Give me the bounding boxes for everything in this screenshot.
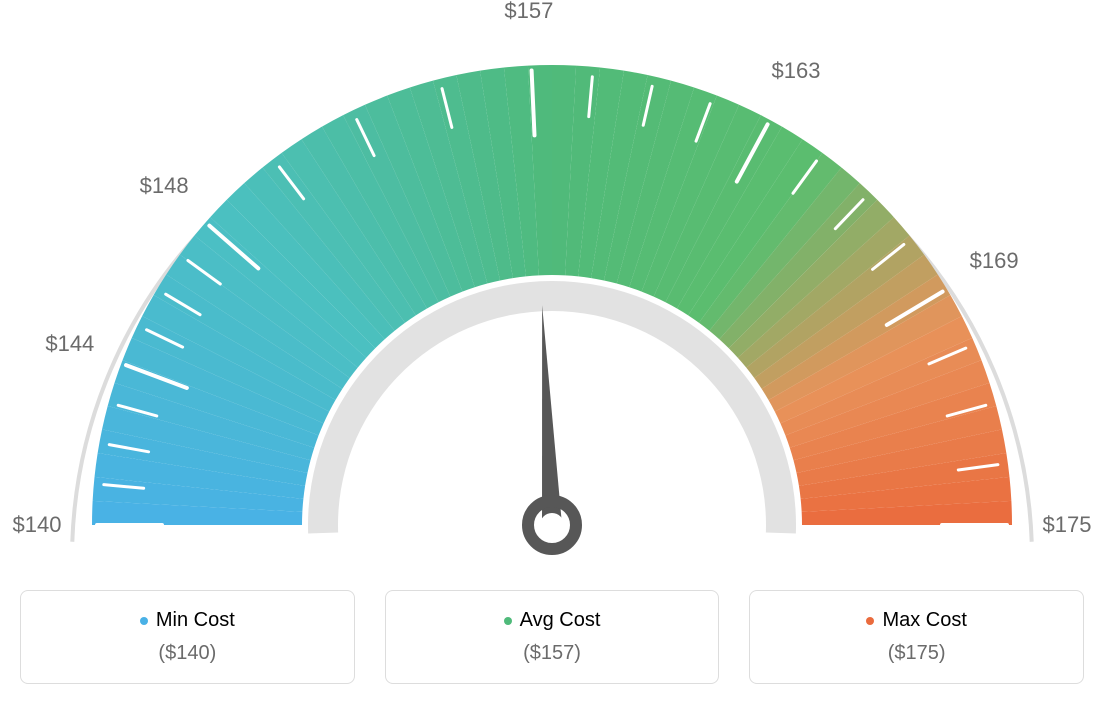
gauge-tick-label: $144: [45, 331, 94, 357]
gauge-tick-label: $157: [504, 0, 553, 24]
legend-dot-max: [866, 617, 874, 625]
gauge-tick-label: $163: [772, 58, 821, 84]
legend-value-max: ($175): [760, 642, 1073, 665]
gauge-tick-label: $148: [140, 173, 189, 199]
legend-value-min: ($140): [31, 642, 344, 665]
gauge-chart: $140$144$148$157$163$169$175: [20, 20, 1084, 580]
gauge-tick-label: $169: [970, 248, 1019, 274]
gauge-svg: [20, 20, 1084, 580]
gauge-tick-label: $140: [13, 512, 62, 538]
legend-label-max: Max Cost: [882, 609, 966, 632]
legend-label-min: Min Cost: [156, 609, 235, 632]
legend-dot-avg: [504, 617, 512, 625]
legend-value-avg: ($157): [396, 642, 709, 665]
legend-card-min: Min Cost ($140): [20, 590, 355, 684]
legend-card-avg: Avg Cost ($157): [385, 590, 720, 684]
legend-dot-min: [140, 617, 148, 625]
legend-card-max: Max Cost ($175): [749, 590, 1084, 684]
legend-label-avg: Avg Cost: [520, 609, 601, 632]
legend-row: Min Cost ($140) Avg Cost ($157) Max Cost…: [20, 590, 1084, 684]
gauge-tick-label: $175: [1043, 512, 1092, 538]
